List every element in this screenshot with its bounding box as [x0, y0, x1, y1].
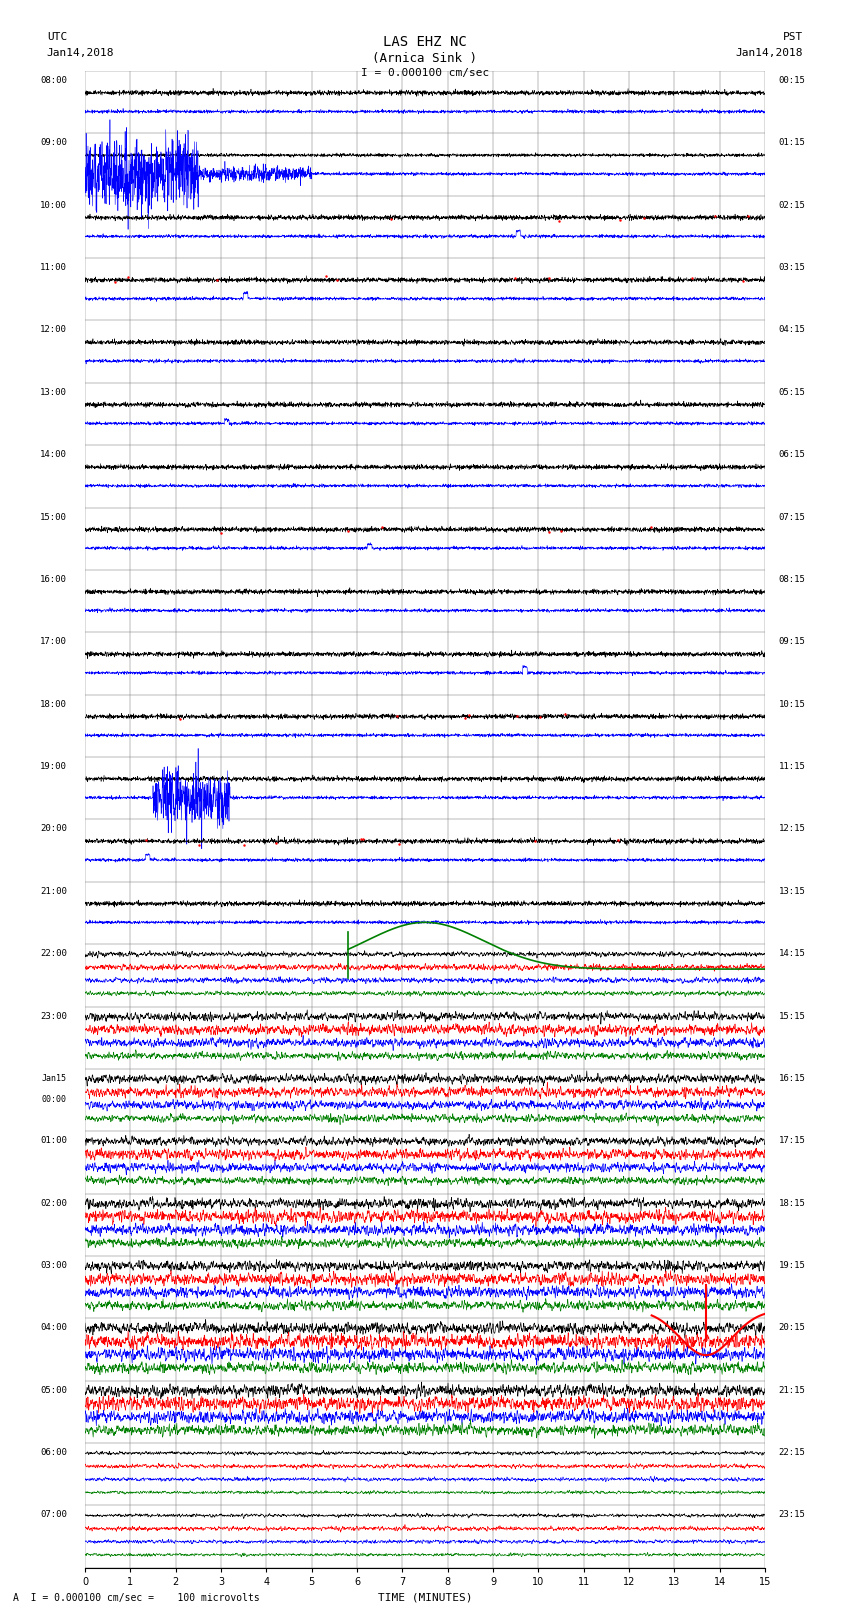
Text: 06:15: 06:15: [779, 450, 806, 460]
Text: 09:15: 09:15: [779, 637, 806, 647]
Text: 22:15: 22:15: [779, 1448, 806, 1457]
Text: 17:00: 17:00: [40, 637, 67, 647]
Text: 13:00: 13:00: [40, 387, 67, 397]
Text: 20:00: 20:00: [40, 824, 67, 834]
Text: 09:00: 09:00: [40, 139, 67, 147]
Text: 16:15: 16:15: [779, 1074, 806, 1082]
Text: 05:00: 05:00: [40, 1386, 67, 1395]
Text: PST: PST: [783, 32, 803, 42]
Text: 20:15: 20:15: [779, 1323, 806, 1332]
Text: 02:15: 02:15: [779, 200, 806, 210]
Text: UTC: UTC: [47, 32, 67, 42]
Text: 03:15: 03:15: [779, 263, 806, 273]
Text: 23:00: 23:00: [40, 1011, 67, 1021]
Text: 12:15: 12:15: [779, 824, 806, 834]
Text: 23:15: 23:15: [779, 1510, 806, 1519]
Text: Jan14,2018: Jan14,2018: [736, 48, 803, 58]
Text: 08:15: 08:15: [779, 574, 806, 584]
X-axis label: TIME (MINUTES): TIME (MINUTES): [377, 1592, 473, 1602]
Text: 19:15: 19:15: [779, 1261, 806, 1269]
Text: 00:00: 00:00: [42, 1095, 67, 1103]
Text: 13:15: 13:15: [779, 887, 806, 895]
Text: 14:15: 14:15: [779, 948, 806, 958]
Text: 06:00: 06:00: [40, 1448, 67, 1457]
Text: Jan14,2018: Jan14,2018: [47, 48, 114, 58]
Text: 01:00: 01:00: [40, 1136, 67, 1145]
Text: I = 0.000100 cm/sec: I = 0.000100 cm/sec: [361, 68, 489, 77]
Text: (Arnica Sink ): (Arnica Sink ): [372, 52, 478, 65]
Text: 03:00: 03:00: [40, 1261, 67, 1269]
Text: 19:00: 19:00: [40, 761, 67, 771]
Text: 16:00: 16:00: [40, 574, 67, 584]
Text: 05:15: 05:15: [779, 387, 806, 397]
Text: 15:00: 15:00: [40, 513, 67, 521]
Text: 10:00: 10:00: [40, 200, 67, 210]
Text: A  I = 0.000100 cm/sec =    100 microvolts: A I = 0.000100 cm/sec = 100 microvolts: [13, 1594, 259, 1603]
Text: 00:15: 00:15: [779, 76, 806, 85]
Text: 04:00: 04:00: [40, 1323, 67, 1332]
Text: 08:00: 08:00: [40, 76, 67, 85]
Text: Jan15: Jan15: [42, 1074, 67, 1082]
Text: 22:00: 22:00: [40, 948, 67, 958]
Text: 17:15: 17:15: [779, 1136, 806, 1145]
Text: 10:15: 10:15: [779, 700, 806, 708]
Text: 15:15: 15:15: [779, 1011, 806, 1021]
Text: 11:15: 11:15: [779, 761, 806, 771]
Text: 18:00: 18:00: [40, 700, 67, 708]
Text: 14:00: 14:00: [40, 450, 67, 460]
Text: 04:15: 04:15: [779, 326, 806, 334]
Text: 12:00: 12:00: [40, 326, 67, 334]
Text: LAS EHZ NC: LAS EHZ NC: [383, 35, 467, 50]
Text: 01:15: 01:15: [779, 139, 806, 147]
Text: 02:00: 02:00: [40, 1198, 67, 1208]
Text: 11:00: 11:00: [40, 263, 67, 273]
Text: 18:15: 18:15: [779, 1198, 806, 1208]
Text: 21:15: 21:15: [779, 1386, 806, 1395]
Text: 21:00: 21:00: [40, 887, 67, 895]
Text: 07:15: 07:15: [779, 513, 806, 521]
Text: 07:00: 07:00: [40, 1510, 67, 1519]
